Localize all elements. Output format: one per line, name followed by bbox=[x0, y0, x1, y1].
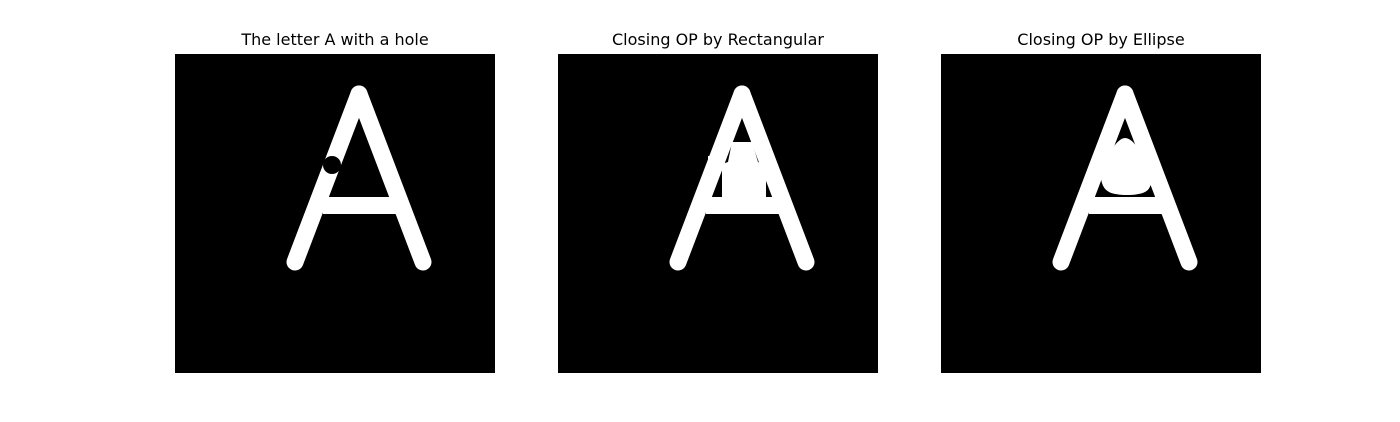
panel-title-ellipse-closing: Closing OP by Ellipse bbox=[1017, 30, 1185, 49]
panel-ellipse-closing: Closing OP by Ellipse bbox=[941, 28, 1261, 373]
closing-rectangular-image bbox=[558, 54, 878, 373]
panel-rect-closing: Closing OP by Rectangular bbox=[558, 28, 878, 373]
panel-title-rect-closing: Closing OP by Rectangular bbox=[612, 30, 824, 49]
panel-original: The letter A with a hole bbox=[175, 28, 495, 373]
panel-title-original: The letter A with a hole bbox=[241, 30, 429, 49]
letter-a-with-hole-image bbox=[175, 54, 495, 373]
closing-ellipse-image bbox=[941, 54, 1261, 373]
